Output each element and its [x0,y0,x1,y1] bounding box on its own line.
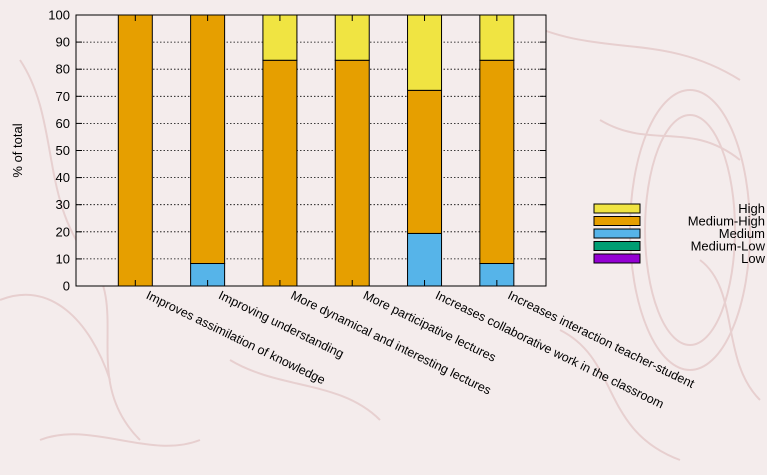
y-tick-label: 20 [56,224,70,239]
bar-segment-medium-high [190,14,226,265]
y-tick-label: 10 [56,251,70,266]
legend-label: Low [741,251,765,266]
legend-label: High [738,201,765,216]
y-tick-label: 50 [56,143,70,158]
y-tick-label: 0 [63,279,70,294]
x-category-label: Improving understanding [216,288,346,361]
y-tick-label: 70 [56,89,70,104]
y-tick-label: 30 [56,197,70,212]
plot-frame [75,14,547,287]
bar-segment-medium [407,232,443,287]
bar-segment-high [334,14,370,61]
y-tick-label: 60 [56,116,70,131]
y-axis-label: % of total [10,123,25,177]
bar-segment-medium-high [262,59,298,287]
legend-swatch [593,253,641,264]
legend-label: Medium-Low [691,239,766,254]
bar-segment-medium-high [334,59,370,287]
y-tick-label: 90 [56,35,70,50]
bar-segment-high [262,14,298,61]
bar-segment-medium-high [117,14,153,287]
y-tick-label: 40 [56,170,70,185]
bar-segment-medium-high [479,59,515,265]
legend-swatch [593,203,641,214]
y-tick-label: 100 [48,8,70,23]
bar-segment-medium-high [407,89,443,234]
legend-swatch [593,228,641,239]
legend-label: Medium [719,226,765,241]
bar-segment-high [407,14,443,91]
legend-swatch [593,216,641,226]
bar-segment-high [479,14,515,61]
y-tick-label: 80 [56,62,70,77]
legend-label: Medium-High [688,214,765,229]
legend-swatch [593,241,641,251]
